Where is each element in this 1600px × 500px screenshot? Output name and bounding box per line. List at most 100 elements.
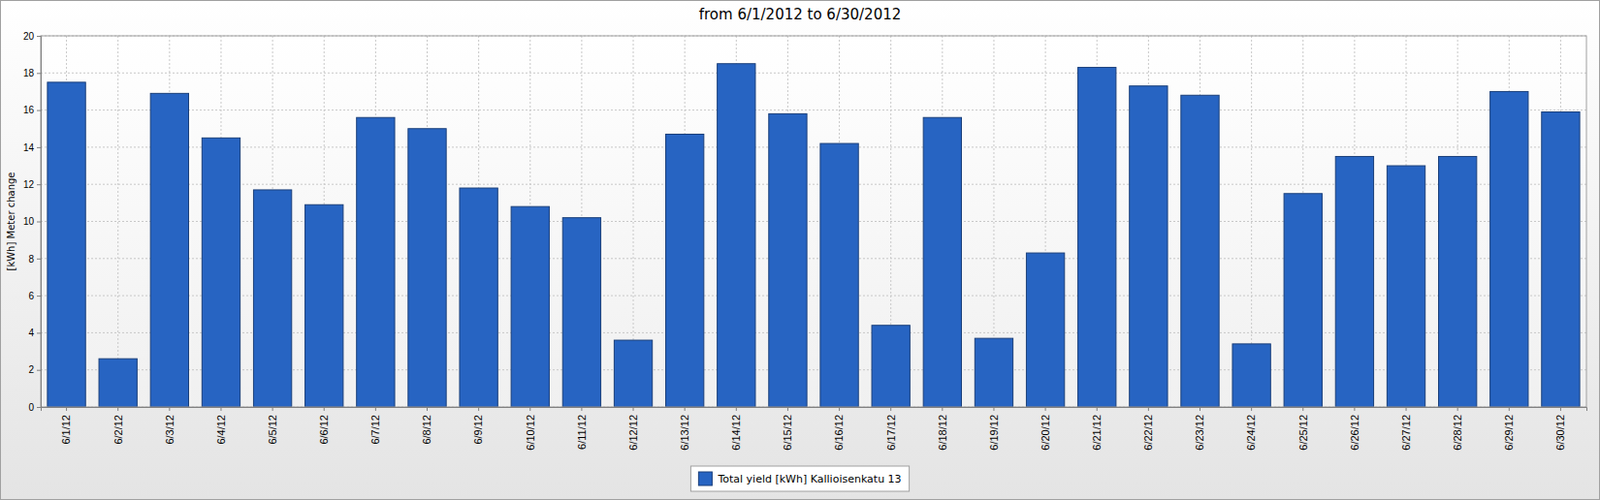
tick-mark: [684, 407, 686, 412]
tick: 6/18/12: [936, 407, 949, 451]
tick: 6/27/12: [1400, 407, 1412, 451]
tick: 0: [28, 402, 41, 414]
legend: Total yield [kWh] Kallioisenkatu 13: [690, 466, 909, 492]
tick-label: 6/18/12: [936, 415, 949, 451]
tick-mark: [787, 407, 789, 412]
bar: [1025, 253, 1064, 408]
tick-label: 6/2/12: [112, 415, 125, 446]
tick-mark: [736, 407, 737, 412]
tick-label: 10: [23, 216, 35, 227]
tick: 6/10/12: [524, 407, 537, 451]
tick: 6/8/12: [420, 407, 433, 446]
bar: [459, 188, 498, 408]
tick-mark: [323, 407, 325, 412]
tick-label: 20: [23, 31, 35, 42]
tick: 6/1/12: [60, 407, 72, 446]
tick-label: 4: [28, 327, 34, 339]
tick-label: 6/9/12: [472, 415, 484, 446]
tick: 6/4/12: [215, 407, 227, 446]
bars: [47, 64, 1580, 408]
tick: 6/28/12: [1451, 407, 1464, 451]
tick-mark: [36, 35, 41, 37]
tick: 20: [23, 31, 41, 42]
bar: [98, 358, 137, 408]
bar: [1129, 86, 1168, 408]
tick: 6/11/12: [576, 407, 588, 450]
tick-mark: [272, 407, 274, 412]
bar: [201, 137, 240, 408]
tick-mark: [65, 407, 67, 412]
tick: 6/3/12: [163, 407, 176, 446]
tick: 6/25/12: [1297, 407, 1310, 451]
plot-frame: [40, 35, 1587, 408]
tick-label: 6/25/12: [1297, 415, 1310, 451]
tick-mark: [1560, 407, 1562, 412]
tick-mark: [1353, 407, 1355, 412]
tick-label: 6/16/12: [832, 415, 845, 451]
bar: [1386, 165, 1425, 408]
tick-mark: [375, 407, 377, 412]
tick: 6/2/12: [112, 407, 125, 446]
tick: 6/22/12: [1142, 407, 1154, 451]
legend-label: Total yield [kWh] Kallioisenkatu 13: [716, 473, 901, 486]
background: [0, 0, 1600, 500]
tick-label: 6/21/12: [1090, 415, 1103, 451]
tick-label: 0: [28, 402, 34, 414]
bar: [47, 82, 86, 408]
legend-swatch: [698, 472, 712, 486]
bar: [1490, 91, 1529, 408]
tick-label: 6/8/12: [420, 415, 433, 446]
tick-mark: [529, 407, 531, 412]
tick-label: 6/22/12: [1142, 415, 1154, 451]
tick-label: 6/3/12: [163, 415, 176, 446]
axis-line: [36, 36, 42, 409]
tick-mark: [1096, 407, 1098, 412]
tick-mark: [36, 295, 41, 297]
tick-label: 6/4/12: [215, 415, 227, 446]
tick-mark: [36, 332, 41, 334]
tick: 6/12/12: [627, 407, 640, 451]
bar: [717, 64, 756, 408]
tick-label: 8: [28, 254, 34, 265]
bar: [820, 143, 859, 408]
bar: [408, 128, 447, 408]
tick-mark: [36, 184, 41, 186]
tick-label: 6/5/12: [266, 415, 279, 446]
tick-mark: [1250, 407, 1252, 412]
tick-label: 18: [23, 67, 35, 79]
tick: 6/13/12: [678, 407, 691, 451]
tick-mark: [168, 407, 170, 412]
tick: 6/15/12: [781, 407, 794, 451]
tick-mark: [36, 110, 41, 112]
tick-label: 6/12/12: [627, 415, 640, 451]
tick: 6/23/12: [1193, 407, 1206, 451]
bar: [1439, 156, 1477, 408]
tick-mark: [36, 147, 41, 149]
tick-label: 6/24/12: [1245, 415, 1257, 451]
tick: 6/7/12: [369, 407, 382, 446]
bar: [768, 113, 807, 408]
tick-label: 6/1/12: [60, 415, 72, 446]
tick-label: 6/17/12: [885, 415, 897, 451]
tick-label: 14: [23, 142, 35, 154]
grid-line: [117, 35, 119, 408]
tick-label: 6/27/12: [1400, 415, 1412, 451]
tick-label: 6/26/12: [1348, 415, 1361, 451]
tick: 6/21/12: [1090, 407, 1103, 451]
tick-label: 6/20/12: [1039, 415, 1052, 451]
legend-item: Total yield [kWh] Kallioisenkatu 13: [698, 472, 901, 486]
tick-mark: [426, 407, 428, 412]
tick-mark: [1457, 407, 1459, 412]
tick: 16: [23, 104, 41, 116]
tick-mark: [1045, 407, 1047, 412]
bar: [871, 325, 910, 408]
tick-mark: [1148, 407, 1150, 412]
tick-mark: [838, 407, 840, 412]
tick-mark: [36, 222, 41, 224]
tick-mark: [478, 407, 480, 412]
tick: 6: [28, 290, 41, 302]
tick: 6/24/12: [1245, 407, 1257, 451]
chart: from 6/1/2012 to 6/30/201202468101214161…: [0, 0, 1600, 500]
legend-box: [690, 466, 909, 492]
bar: [1181, 95, 1219, 408]
